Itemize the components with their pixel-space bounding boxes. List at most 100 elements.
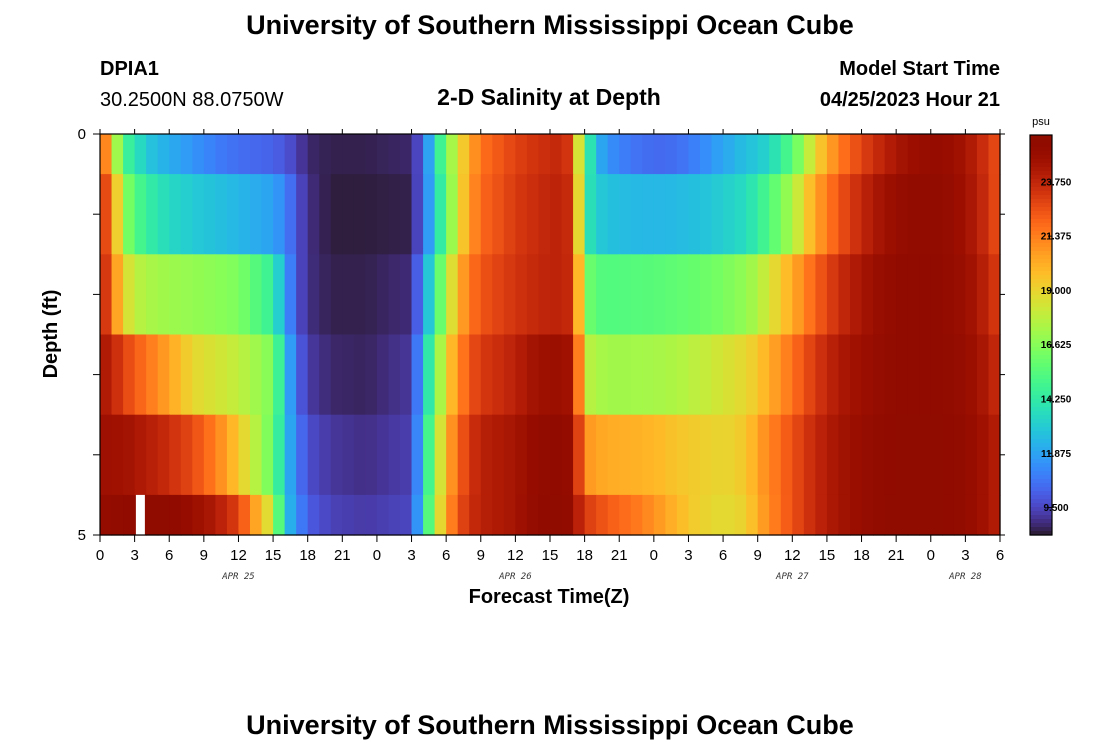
colorbar-segment bbox=[1030, 439, 1052, 444]
heatmap-cell bbox=[250, 494, 263, 536]
heatmap-cell bbox=[526, 174, 540, 255]
heatmap-cell bbox=[850, 494, 863, 536]
heatmap-cell bbox=[526, 134, 540, 175]
heatmap-cell bbox=[711, 494, 724, 536]
colorbar-segment bbox=[1030, 339, 1052, 344]
heatmap-cell bbox=[388, 334, 401, 416]
heatmap-cell bbox=[215, 494, 228, 536]
heatmap-cell bbox=[226, 334, 240, 416]
heatmap-cell bbox=[388, 134, 401, 175]
heatmap-cell bbox=[330, 254, 343, 336]
heatmap-cell bbox=[342, 334, 355, 416]
x-tick-label: 6 bbox=[165, 547, 173, 564]
heatmap-cell bbox=[365, 134, 378, 175]
day-label: APR 25 bbox=[221, 572, 255, 582]
heatmap-cell bbox=[157, 414, 170, 496]
heatmap-cell bbox=[353, 334, 366, 416]
chart-subtitle: 2-D Salinity at Depth bbox=[437, 84, 661, 110]
colorbar-segment bbox=[1030, 299, 1052, 304]
heatmap-cell bbox=[965, 134, 978, 175]
heatmap-cell bbox=[965, 174, 978, 255]
heatmap-cell bbox=[411, 494, 424, 536]
heatmap-cell bbox=[100, 334, 113, 416]
heatmap-cell bbox=[180, 174, 193, 255]
heatmap-cell bbox=[123, 254, 136, 336]
heatmap-cell bbox=[457, 134, 470, 175]
heatmap-cell bbox=[861, 414, 874, 496]
x-tick-label: 12 bbox=[507, 547, 524, 564]
heatmap-cell bbox=[434, 414, 447, 496]
heatmap-cell bbox=[365, 414, 378, 496]
x-tick-label: 15 bbox=[265, 547, 282, 564]
heatmap-cell bbox=[861, 174, 874, 255]
heatmap-cell bbox=[838, 254, 851, 336]
heatmap-cell bbox=[584, 414, 597, 496]
heatmap-cell bbox=[653, 494, 666, 536]
colorbar-segment bbox=[1030, 139, 1052, 144]
heatmap-cell bbox=[480, 134, 493, 175]
heatmap-cell bbox=[192, 334, 205, 416]
heatmap-cell bbox=[411, 254, 424, 336]
heatmap-cell bbox=[273, 134, 286, 175]
heatmap-cell bbox=[423, 134, 436, 175]
heatmap-cell bbox=[757, 134, 770, 175]
heatmap-cell bbox=[665, 414, 678, 496]
heatmap-cell bbox=[907, 334, 920, 416]
heatmap-cell bbox=[284, 174, 297, 255]
heatmap-cell bbox=[665, 494, 678, 536]
heatmap-cell bbox=[434, 134, 447, 175]
colorbar-segment bbox=[1030, 455, 1052, 460]
x-tick-label: 9 bbox=[200, 547, 208, 564]
heatmap-cell bbox=[111, 134, 124, 175]
heatmap-cell bbox=[365, 174, 378, 255]
heatmap-cell bbox=[330, 494, 343, 536]
heatmap-cell bbox=[815, 174, 828, 255]
colorbar-tick-label: 23.750 bbox=[1041, 177, 1072, 188]
heatmap-cell bbox=[965, 254, 978, 336]
heatmap-cell bbox=[700, 174, 713, 255]
heatmap-cell bbox=[619, 174, 632, 255]
colorbar-segment bbox=[1030, 167, 1052, 172]
x-tick-label: 3 bbox=[407, 547, 415, 564]
heatmap-cell bbox=[746, 494, 759, 536]
heatmap-cell bbox=[515, 134, 528, 175]
heatmap-cell bbox=[584, 334, 597, 416]
heatmap-cell bbox=[896, 174, 909, 255]
heatmap-cell bbox=[100, 414, 113, 496]
heatmap-cell bbox=[988, 334, 1001, 416]
colorbar-segment bbox=[1030, 331, 1052, 336]
heatmap-cell bbox=[526, 494, 540, 536]
heatmap-cell bbox=[988, 254, 1001, 336]
heatmap-cell bbox=[146, 174, 159, 255]
heatmap-cell bbox=[642, 134, 655, 175]
heatmap-cell bbox=[573, 334, 586, 416]
colorbar-segment bbox=[1030, 399, 1052, 404]
heatmap-cell bbox=[653, 414, 666, 496]
heatmap-cell bbox=[238, 494, 251, 536]
heatmap-cell bbox=[688, 254, 701, 336]
heatmap-cell bbox=[515, 494, 528, 536]
heatmap-cell bbox=[780, 134, 793, 175]
heatmap-cell bbox=[561, 414, 574, 496]
heatmap-cell bbox=[884, 134, 897, 175]
colorbar-segment bbox=[1030, 203, 1052, 208]
heatmap-cell bbox=[919, 254, 932, 336]
colorbar-segment bbox=[1030, 487, 1052, 492]
heatmap-cell bbox=[550, 134, 563, 175]
heatmap-cell bbox=[746, 134, 759, 175]
colorbar-frame bbox=[1029, 134, 1053, 536]
heatmap-cell bbox=[723, 414, 736, 496]
colorbar-segment bbox=[1030, 359, 1052, 364]
colorbar-segment bbox=[1030, 307, 1052, 312]
heatmap-cell bbox=[688, 334, 701, 416]
heatmap-cell bbox=[838, 414, 851, 496]
heatmap-cell bbox=[388, 254, 401, 336]
heatmap-cell bbox=[146, 494, 159, 536]
heatmap-cell bbox=[492, 174, 505, 255]
colorbar-segment bbox=[1030, 163, 1052, 168]
heatmap-cell bbox=[480, 494, 493, 536]
heatmap-cell bbox=[238, 334, 251, 416]
heatmap-cell bbox=[942, 494, 955, 536]
heatmap-cell bbox=[215, 134, 228, 175]
heatmap-cell bbox=[330, 134, 343, 175]
